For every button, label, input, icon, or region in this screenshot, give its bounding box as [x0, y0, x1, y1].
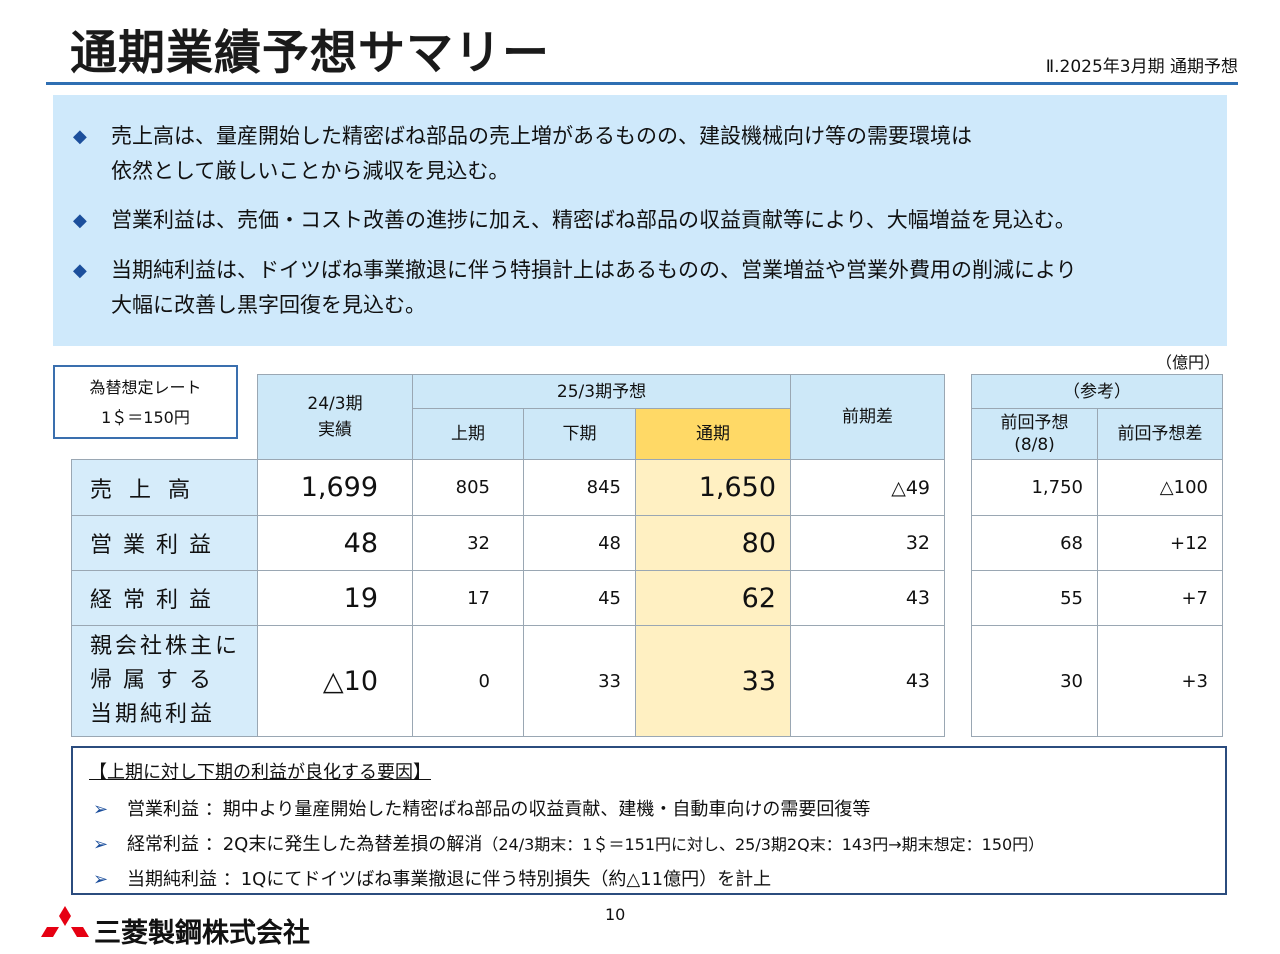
cell-net-sales-yoy: △49: [790, 459, 945, 516]
cell-ordinary-income-prev-diff: +7: [1097, 570, 1223, 626]
row-label-net-sales: 売上高: [71, 459, 258, 516]
factor-item-2-text: 経常利益 ：2Q末に発生した為替差損の解消: [127, 834, 483, 855]
diamond-icon: ◆: [73, 210, 87, 231]
summary-bullet-2-line-1: 営業利益は、売価・コスト改善の進捗に加え、精密ばね部品の収益貢献等により、大幅増…: [111, 208, 1076, 232]
header-previous-forecast-line-1: 前回予想: [1000, 413, 1069, 433]
exchange-rate-value: 1＄＝150円: [101, 408, 190, 427]
summary-bullet-1: ◆ 売上高は、量産開始した精密ばね部品の売上増があるものの、建設機械向け等の需要…: [73, 119, 1213, 189]
cell-operating-income-yoy: 32: [790, 515, 945, 571]
diamond-icon: ◆: [73, 260, 87, 281]
cell-net-income-yoy: 43: [790, 625, 945, 737]
summary-bullet-2: ◆ 営業利益は、売価・コスト改善の進捗に加え、精密ばね部品の収益貢献等により、大…: [73, 203, 1213, 238]
summary-bullet-3: ◆ 当期純利益は、ドイツばね事業撤退に伴う特損計上はあるものの、営業増益や営業外…: [73, 253, 1213, 323]
factor-item-3-text: 当期純利益 ：1Qにてドイツばね事業撤退に伴う特別損失（約△11億円）を計上: [127, 869, 772, 890]
header-prior-year-line-2: 実績: [318, 420, 352, 440]
cell-net-sales-h1: 805: [412, 459, 524, 516]
factors-heading: 【上期に対し下期の利益が良化する要因】: [89, 762, 431, 783]
cell-ordinary-income-prior: 19: [257, 570, 413, 626]
cell-net-income-h1: 0: [412, 625, 524, 737]
header-yoy-change: 前期差: [790, 374, 945, 460]
header-prior-year: 24/3期 実績: [257, 374, 413, 460]
row-label-net-income-line-3: 当期純利益: [90, 702, 216, 727]
cell-net-sales-prev: 1,750: [971, 459, 1098, 516]
factor-item-1-text: 営業利益 ：期中より量産開始した精密ばね部品の収益貢献、建機・自動車向けの需要回…: [127, 799, 871, 820]
cell-net-income-h2: 33: [523, 625, 636, 737]
row-label-operating-income: 営業利益: [71, 515, 258, 571]
factor-item-1: ➢ 営業利益 ：期中より量産開始した精密ばね部品の収益貢献、建機・自動車向けの需要…: [93, 795, 870, 821]
cell-operating-income-prev: 68: [971, 515, 1098, 571]
cell-operating-income-full: 80: [635, 515, 791, 571]
section-label: Ⅱ.2025年3月期 通期予想: [1045, 57, 1238, 77]
page-title: 通期業績予想サマリー: [70, 26, 550, 81]
company-name: 三菱製鋼株式会社: [94, 918, 310, 949]
cell-ordinary-income-prev: 55: [971, 570, 1098, 626]
cell-operating-income-prior: 48: [257, 515, 413, 571]
summary-bullet-1-line-1: 売上高は、量産開始した精密ばね部品の売上増があるものの、建設機械向け等の需要環境…: [111, 124, 972, 148]
diamond-icon: ◆: [73, 126, 87, 147]
cell-net-sales-full: 1,650: [635, 459, 791, 516]
title-underline: [46, 82, 1238, 85]
three-diamond-logo-icon: [41, 906, 89, 937]
header-previous-forecast: 前回予想 (8/8): [971, 408, 1098, 460]
summary-box: ◆ 売上高は、量産開始した精密ばね部品の売上増があるものの、建設機械向け等の需要…: [53, 95, 1227, 346]
cell-ordinary-income-h2: 45: [523, 570, 636, 626]
cell-net-sales-h2: 845: [523, 459, 636, 516]
factors-box: 【上期に対し下期の利益が良化する要因】 ➢ 営業利益 ：期中より量産開始した精密ば…: [71, 746, 1227, 895]
header-full-year: 通期: [635, 408, 791, 460]
unit-label: （億円）: [1155, 353, 1220, 372]
arrow-right-icon: ➢: [93, 834, 109, 855]
summary-bullet-3-line-1: 当期純利益は、ドイツばね事業撤退に伴う特損計上はあるものの、営業増益や営業外費用…: [111, 258, 1077, 282]
summary-bullet-1-line-2: 依然として厳しいことから減収を見込む。: [111, 159, 510, 183]
summary-bullet-3-line-2: 大幅に改善し黒字回復を見込む。: [111, 293, 426, 317]
header-forecast-group: 25/3期予想: [412, 374, 791, 409]
factor-item-3: ➢ 当期純利益 ：1Qにてドイツばね事業撤退に伴う特別損失（約△11億円）を計上: [93, 865, 771, 891]
cell-net-income-full: 33: [635, 625, 791, 737]
header-first-half: 上期: [412, 408, 524, 460]
cell-ordinary-income-yoy: 43: [790, 570, 945, 626]
cell-net-income-prev-diff: +3: [1097, 625, 1223, 737]
factor-item-2-note: （24/3期末：1＄＝151円に対し、25/3期2Q末：143円→期末想定：15…: [482, 835, 1045, 854]
row-label-ordinary-income: 経常利益: [71, 570, 258, 626]
factor-item-2: ➢ 経常利益 ：2Q末に発生した為替差損の解消（24/3期末：1＄＝151円に対し…: [93, 830, 1044, 856]
company-logo: 三菱製鋼株式会社: [40, 906, 340, 949]
header-second-half: 下期: [523, 408, 636, 460]
cell-net-income-prior: △10: [257, 625, 413, 737]
page-number: 10: [605, 905, 626, 924]
header-previous-forecast-diff: 前回予想差: [1097, 408, 1223, 460]
cell-operating-income-h1: 32: [412, 515, 524, 571]
cell-operating-income-prev-diff: +12: [1097, 515, 1223, 571]
exchange-rate-box: 為替想定レート 1＄＝150円: [53, 365, 238, 439]
cell-net-sales-prev-diff: △100: [1097, 459, 1223, 516]
arrow-right-icon: ➢: [93, 799, 109, 820]
cell-ordinary-income-h1: 17: [412, 570, 524, 626]
row-label-net-income-line-1: 親会社株主に: [90, 634, 241, 659]
exchange-rate-title: 為替想定レート: [89, 378, 202, 397]
cell-ordinary-income-full: 62: [635, 570, 791, 626]
header-reference-group: （参考）: [971, 374, 1223, 409]
row-label-net-income: 親会社株主に 帰属する 当期純利益: [71, 625, 258, 737]
arrow-right-icon: ➢: [93, 869, 109, 890]
header-previous-forecast-line-2: (8/8): [1014, 435, 1055, 455]
cell-net-income-prev: 30: [971, 625, 1098, 737]
cell-operating-income-h2: 48: [523, 515, 636, 571]
cell-net-sales-prior: 1,699: [257, 459, 413, 516]
header-prior-year-line-1: 24/3期: [307, 394, 363, 414]
row-label-net-income-line-2: 帰属する: [90, 668, 223, 693]
